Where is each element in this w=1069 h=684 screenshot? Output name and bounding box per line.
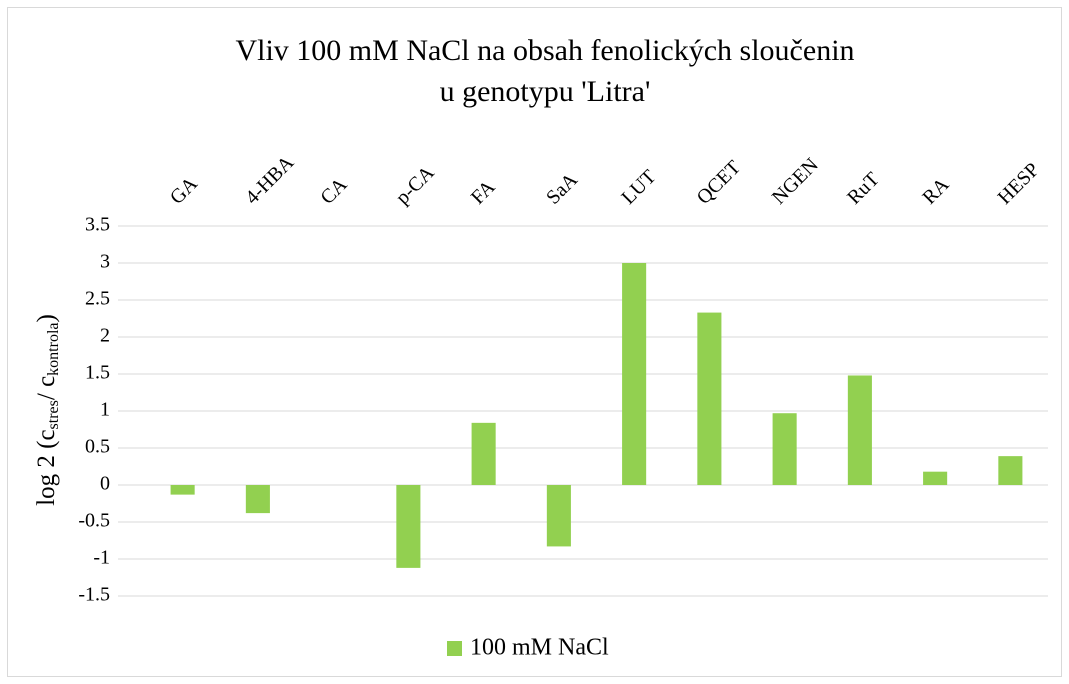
y-label-part: log 2 (c — [33, 429, 60, 505]
bar — [847, 375, 872, 485]
y-tick-label: -1.5 — [78, 584, 110, 606]
y-tick-label: 2 — [100, 325, 110, 347]
bar — [772, 413, 797, 485]
y-tick-label: 2.5 — [85, 288, 110, 310]
y-tick-label: 3 — [100, 251, 110, 273]
chart-border — [7, 7, 1062, 677]
chart-title: u genotypu 'Litra' — [440, 75, 651, 108]
chart-title: Vliv 100 mM NaCl na obsah fenolických sl… — [235, 34, 854, 67]
bar — [622, 263, 647, 485]
y-tick-label: 0 — [100, 473, 110, 495]
y-tick-label: 1 — [100, 399, 110, 421]
y-tick-label: -1 — [93, 547, 110, 569]
y-axis-label: log 2 (cstres/ ckontrola) — [33, 314, 62, 506]
legend-label: 100 mM NaCl — [470, 635, 609, 661]
y-tick-label: 3.5 — [85, 214, 110, 236]
bar — [471, 422, 496, 485]
y-label-part: ) — [33, 314, 60, 322]
bar — [546, 485, 571, 547]
y-tick-label: 1.5 — [85, 362, 110, 384]
legend-swatch — [447, 641, 462, 656]
bar — [923, 471, 948, 485]
bar — [245, 485, 270, 514]
bar — [697, 312, 722, 485]
y-label-sub: stres — [45, 400, 62, 429]
y-label-part: / c — [33, 376, 60, 400]
y-label-sub: kontrola — [45, 323, 62, 376]
bar — [170, 485, 195, 495]
bar — [998, 456, 1023, 485]
bar — [396, 485, 421, 568]
y-tick-label: -0.5 — [78, 510, 110, 532]
y-tick-label: 0.5 — [85, 436, 110, 458]
